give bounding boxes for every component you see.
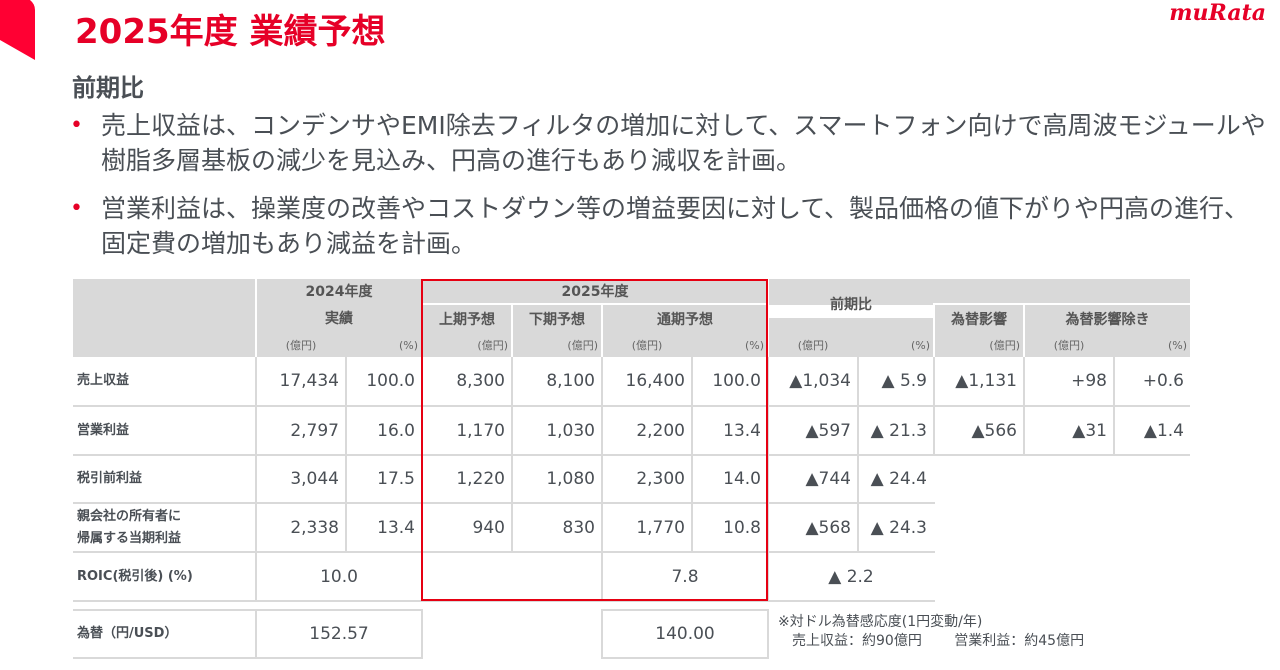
header-fy2024-actual: 実績: [257, 303, 421, 333]
bullet-item: • 売上収益は、コンデンサやEMI除去フィルタの増加に対して、スマートフォン向けで…: [68, 108, 1268, 178]
unit-oku: (億円): [423, 333, 511, 357]
header-h1-forecast: 上期予想: [423, 305, 511, 333]
fx-sensitivity-note: ※対ドル為替感応度(1円変動/年) 売上収益：約90億円 営業利益：約45億円: [778, 614, 1085, 649]
header-fy2024: 2024年度: [257, 279, 421, 303]
page-title: 2025年度 業績予想: [75, 12, 386, 52]
unit-oku: (億円): [257, 333, 345, 357]
bullet-dot-icon: •: [70, 113, 83, 138]
bullet-list: • 売上収益は、コンデンサやEMI除去フィルタの増加に対して、スマートフォン向けで…: [68, 108, 1268, 274]
unit-oku: (億円): [769, 333, 857, 357]
section-subtitle: 前期比: [72, 74, 144, 102]
bullet-item: • 営業利益は、操業度の改善やコストダウン等の増益要因に対して、製品価格の値下がり…: [68, 191, 1268, 261]
unit-pct: (%): [857, 333, 933, 357]
header-fx-impact: 為替影響: [935, 305, 1023, 333]
murata-logo: muRata: [1169, 0, 1266, 26]
unit-oku: (億円): [513, 333, 601, 357]
header-blank: [73, 279, 255, 357]
header-h2-forecast: 下期予想: [513, 305, 601, 333]
header-yoy-band: [769, 279, 1190, 305]
bullet-dot-icon: •: [70, 196, 83, 221]
unit-oku: (億円): [603, 333, 691, 357]
corner-accent-icon: [0, 0, 35, 60]
header-fy2025: 2025年度: [423, 279, 767, 303]
unit-oku: (億円): [1025, 333, 1113, 357]
unit-oku: (億円): [935, 333, 1023, 357]
header-full-forecast: 通期予想: [603, 305, 767, 333]
header-yoy: 前期比: [830, 297, 872, 313]
header-ex-fx: 為替影響除き: [1025, 305, 1190, 333]
unit-pct: (%): [345, 333, 421, 357]
header-yoy-fill: [769, 318, 933, 333]
unit-pct: (%): [1113, 333, 1190, 357]
unit-pct: (%): [691, 333, 767, 357]
